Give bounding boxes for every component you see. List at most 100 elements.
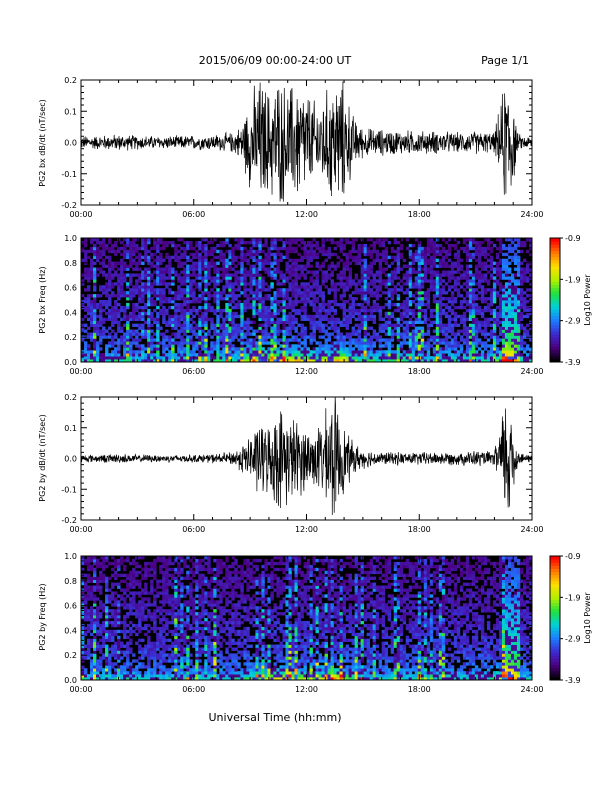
spectrogram-cell (222, 240, 226, 245)
spectrogram-cell (165, 356, 169, 360)
spectrogram-cell (147, 350, 151, 354)
spectrogram-cell (93, 326, 97, 330)
colorbar-tick-label: -1.9 (565, 275, 581, 284)
spectrogram-cell (174, 273, 178, 277)
spectrogram-cell (204, 258, 208, 263)
spectrogram-cell (501, 317, 506, 322)
spectrogram-cell (393, 323, 398, 327)
spectrogram-cell (261, 338, 265, 342)
spectrogram-cell (81, 582, 85, 586)
spectrogram-cell (387, 350, 392, 354)
spectrogram-cell (198, 258, 202, 263)
spectrogram-cell (327, 300, 331, 304)
spectrogram-cell (159, 326, 163, 330)
spectrogram-cell (483, 238, 488, 242)
spectrogram-cell (147, 288, 151, 292)
spectrogram-cell (186, 240, 190, 245)
spectrogram-cell (489, 347, 494, 351)
spectrogram-cell (210, 279, 214, 283)
spectrogram-cell (255, 273, 259, 277)
spectrogram-cell (453, 353, 458, 357)
spectrogram-cell (81, 641, 85, 645)
spectrogram-cell (318, 359, 322, 363)
spectrogram-cell (93, 323, 97, 327)
spectrogram-cell (135, 356, 139, 360)
spectrogram-cell (171, 240, 175, 245)
spectrogram-cell (90, 668, 94, 672)
spectrogram-cell (333, 344, 337, 348)
spectrogram-cell (501, 252, 506, 257)
spectrogram-cell (429, 276, 434, 280)
spectrogram-cell (138, 291, 142, 295)
spectrogram-cell (429, 359, 434, 363)
spectrogram-cell (300, 238, 304, 242)
bx-waveform-panel: PG2 bx dB/dt (nT/sec) 00:00 06:00 12:00 18:… (38, 76, 544, 219)
spectrogram-cell (273, 267, 277, 271)
spectrogram-cell (462, 246, 467, 251)
spectrogram-cell (207, 347, 211, 351)
spectrogram-cell (90, 270, 94, 274)
spectrogram-cell (93, 665, 97, 669)
spectrogram-cell (243, 332, 247, 336)
spectrogram-cell (270, 297, 274, 301)
spectrogram-cell (234, 282, 238, 286)
spectrogram-cell (513, 308, 518, 313)
spectrogram-cell (474, 350, 479, 354)
spectrogram-cell (84, 300, 88, 304)
spectrogram-cell (507, 350, 512, 354)
spectrogram-cell (117, 329, 121, 333)
spectrogram-cell (417, 305, 422, 310)
spectrogram-cell (120, 294, 124, 298)
spectrogram-cell (198, 320, 202, 325)
spectrogram-cell (285, 288, 289, 292)
spectrogram-cell (141, 294, 145, 298)
spectrogram-cell (522, 258, 527, 263)
spectrogram-cell (321, 273, 325, 277)
spectrogram-cell (495, 238, 500, 242)
spectrogram-cell (342, 267, 346, 271)
spectrogram-cell (507, 347, 512, 351)
spectrogram-cell (336, 335, 340, 339)
spectrogram-cell (168, 264, 172, 268)
spectrogram-cell (339, 341, 343, 345)
spectrogram-cell (489, 294, 494, 298)
spectrogram-cell (270, 302, 274, 307)
spectrogram-cell (459, 285, 464, 289)
spectrogram-cell (447, 308, 452, 313)
spectrogram-cell (177, 329, 181, 333)
spectrogram-cell (327, 311, 331, 316)
spectrogram-cell (399, 255, 404, 260)
spectrogram-cell (474, 288, 479, 292)
spectrogram-cell (504, 302, 509, 307)
spectrogram-cell (456, 282, 461, 286)
spectrogram-cell (348, 267, 352, 271)
spectrogram-cell (300, 347, 304, 351)
spectrogram-cell (126, 267, 130, 271)
spectrogram-cell (84, 588, 88, 592)
spectrogram-cell (504, 282, 509, 286)
spectrogram-cell (117, 326, 121, 330)
spectrogram-cell (453, 270, 458, 274)
spectrogram-cell (192, 320, 196, 325)
spectrogram-cell (108, 261, 112, 265)
spectrogram-cell (501, 300, 506, 304)
spectrogram-cell (522, 356, 527, 360)
spectrogram-cell (246, 332, 250, 336)
spectrogram-cell (495, 350, 500, 354)
spectrogram-cell (240, 291, 244, 295)
spectrogram-cell (168, 270, 172, 274)
spectrogram-cell (201, 311, 205, 316)
spectrogram-cell (432, 270, 437, 274)
spectrogram-cell (93, 332, 97, 336)
spectrogram-cell (471, 246, 476, 251)
spectrogram-cell (210, 347, 214, 351)
spectrogram-cell (99, 300, 103, 304)
spectrogram-cell (507, 297, 512, 301)
spectrogram-cell (114, 356, 118, 360)
spectrogram-cell (336, 356, 340, 360)
spectrogram-cell (177, 314, 181, 319)
spectrogram-cell (375, 335, 380, 339)
spectrogram-cell (156, 338, 160, 342)
spectrogram-cell (321, 317, 325, 322)
spectrogram-cell (513, 246, 518, 251)
